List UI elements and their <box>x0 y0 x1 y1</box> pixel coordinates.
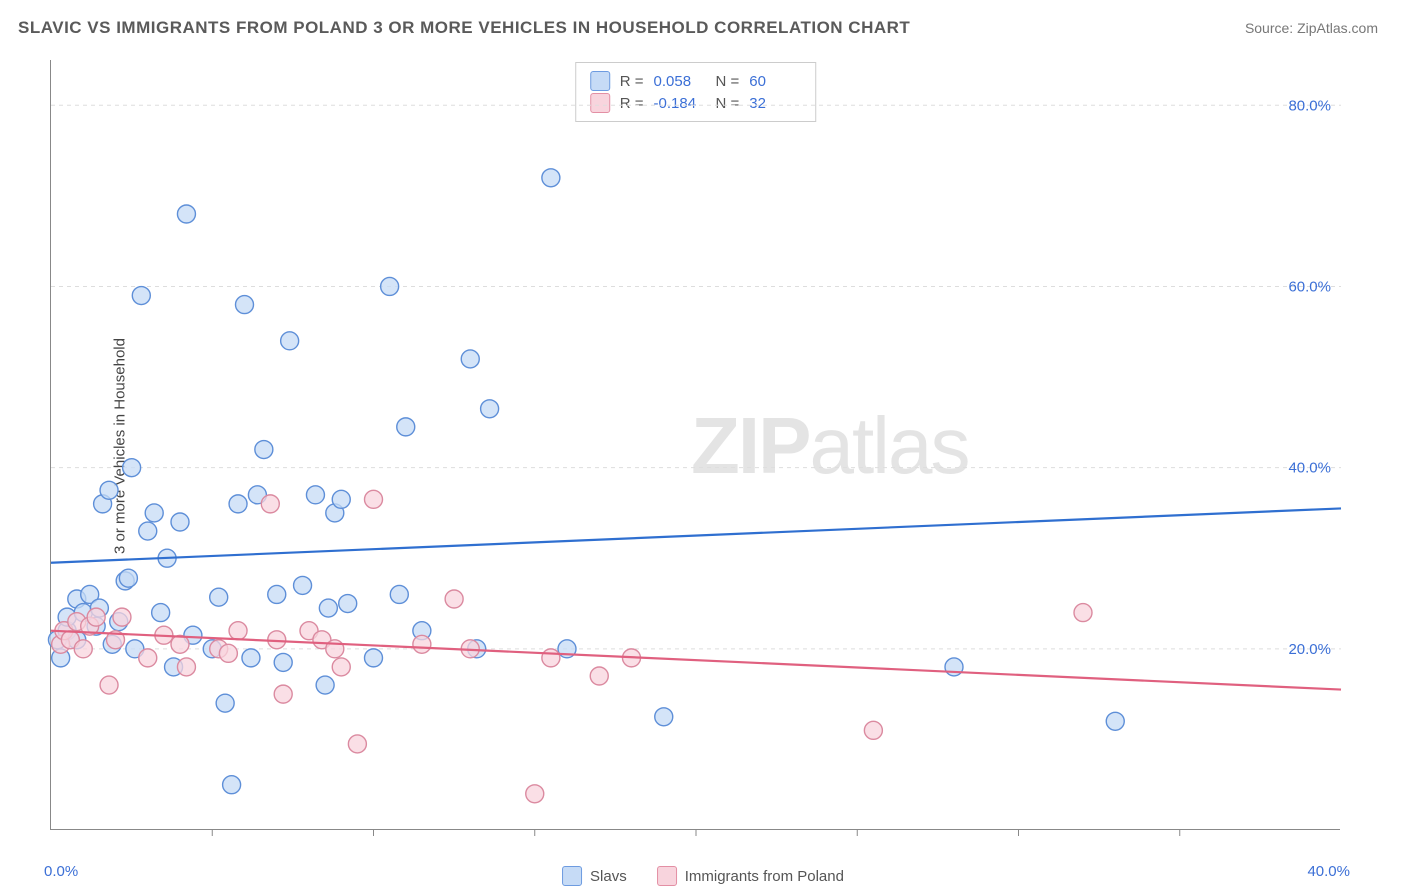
svg-text:20.0%: 20.0% <box>1288 641 1331 658</box>
legend-swatch-slavs <box>562 866 582 886</box>
legend-item-poland: Immigrants from Poland <box>657 866 844 886</box>
source-label: Source: ZipAtlas.com <box>1245 20 1378 36</box>
plot-area: ZIPatlas R = 0.058 N = 60 R = -0.184 N =… <box>50 60 1340 830</box>
bottom-legend: Slavs Immigrants from Poland <box>562 866 844 886</box>
x-axis-min-label: 0.0% <box>44 863 78 880</box>
x-axis-max-label: 40.0% <box>1307 863 1350 880</box>
legend-label-poland: Immigrants from Poland <box>685 868 844 885</box>
svg-text:40.0%: 40.0% <box>1288 460 1331 477</box>
svg-text:80.0%: 80.0% <box>1288 97 1331 114</box>
legend-item-slavs: Slavs <box>562 866 627 886</box>
chart-svg: 20.0% 40.0% 60.0% 80.0% <box>51 60 1340 829</box>
legend-swatch-poland <box>657 866 677 886</box>
svg-text:60.0%: 60.0% <box>1288 278 1331 295</box>
chart-title: SLAVIC VS IMMIGRANTS FROM POLAND 3 OR MO… <box>18 18 910 38</box>
legend-label-slavs: Slavs <box>590 868 627 885</box>
